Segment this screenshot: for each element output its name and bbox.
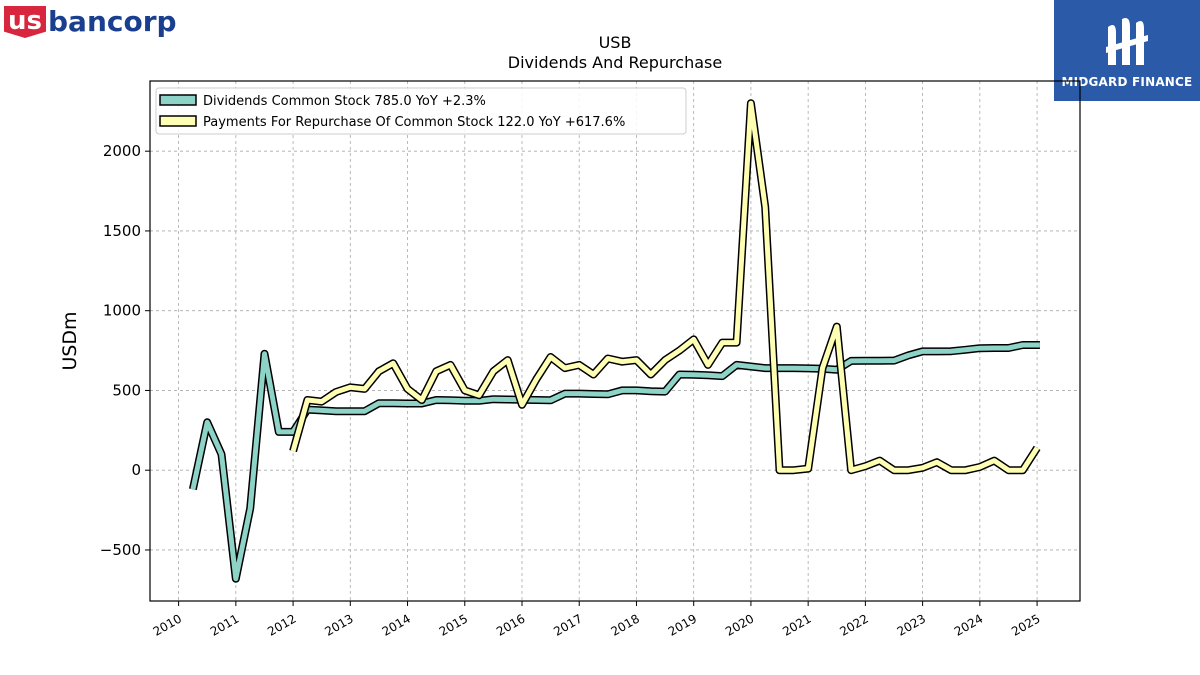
x-tick-label: 2010 xyxy=(151,611,184,638)
x-tick-label: 2015 xyxy=(437,611,470,638)
x-tick-label: 2011 xyxy=(208,611,241,638)
legend-label: Dividends Common Stock 785.0 YoY +2.3% xyxy=(203,94,486,109)
y-axis-label: USDm xyxy=(59,311,81,370)
us-bancorp-logo-text: bancorp xyxy=(48,5,177,38)
midgard-finance-name: MIDGARD FINANCE xyxy=(1061,74,1193,89)
x-tick-label: 2013 xyxy=(322,611,355,638)
us-bancorp-logo: us bancorp xyxy=(4,4,177,40)
series-line xyxy=(290,100,1040,473)
series-outline xyxy=(289,99,1041,475)
x-axis: 2010 2011 2012 2013 2014 2015 2016 2017 2018 2019… xyxy=(151,601,1043,639)
x-tick-label: 2014 xyxy=(380,611,413,638)
x-tick-label: 2020 xyxy=(723,611,756,638)
midgard-finance-logo: MIDGARD FINANCE xyxy=(1054,0,1200,101)
series-line xyxy=(190,342,1040,582)
plot-frame xyxy=(149,80,1081,602)
x-tick-label: 2024 xyxy=(952,611,985,638)
x-tick-label: 2017 xyxy=(551,611,584,638)
grid xyxy=(150,81,1080,601)
legend-swatch xyxy=(159,115,197,127)
midgard-m-icon xyxy=(1106,17,1148,65)
series-repurchase xyxy=(289,99,1041,475)
legend-swatch xyxy=(159,94,197,106)
x-tick-label: 2019 xyxy=(666,611,699,638)
x-tick-label: 2025 xyxy=(1009,611,1042,638)
x-tick-label: 2018 xyxy=(609,611,642,638)
y-tick-label: −500 xyxy=(100,541,141,559)
x-tick-label: 2021 xyxy=(780,611,813,638)
legend-label: Payments For Repurchase Of Common Stock … xyxy=(203,115,625,130)
us-bancorp-logo-mark: us xyxy=(4,6,46,38)
x-tick-label: 2012 xyxy=(265,611,298,638)
legend-box xyxy=(155,87,687,135)
x-tick-label: 2022 xyxy=(837,611,870,638)
series-outline xyxy=(188,341,1042,583)
series-layer xyxy=(188,99,1042,583)
legend: Dividends Common Stock 785.0 YoY +2.3% Pa… xyxy=(155,87,687,135)
x-tick-label: 2016 xyxy=(494,611,527,638)
x-tick-label: 2023 xyxy=(895,611,928,638)
y-axis: −500 0 500 1000 1500 2000 xyxy=(100,142,150,559)
y-tick-label: 500 xyxy=(112,381,141,399)
chart-subtitle: Dividends And Repurchase xyxy=(508,53,722,72)
series-dividends xyxy=(188,341,1042,583)
y-tick-label: 2000 xyxy=(103,142,141,160)
y-tick-label: 1000 xyxy=(103,302,141,320)
y-tick-label: 1500 xyxy=(103,222,141,240)
chart-title: USB xyxy=(599,33,632,52)
y-tick-label: 0 xyxy=(131,461,141,479)
